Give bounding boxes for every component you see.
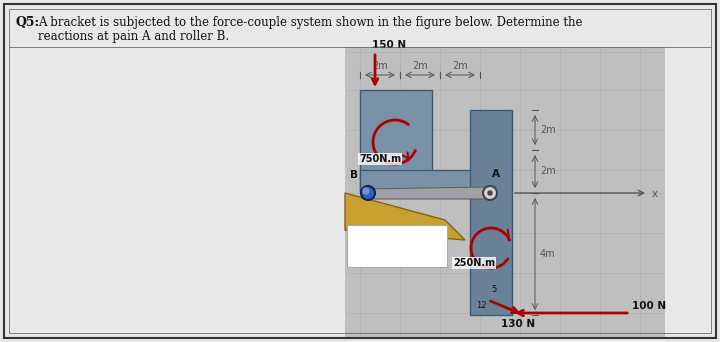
Text: 100 N: 100 N <box>632 301 666 311</box>
Polygon shape <box>345 193 465 240</box>
Text: 250N.m: 250N.m <box>453 258 495 268</box>
Circle shape <box>483 186 497 200</box>
Bar <box>360 170 492 193</box>
Text: 2m: 2m <box>412 61 428 71</box>
Circle shape <box>361 186 375 200</box>
Bar <box>470 110 512 315</box>
Text: 2m: 2m <box>372 61 388 71</box>
Text: 130 N: 130 N <box>501 319 535 329</box>
Text: 750N.m: 750N.m <box>359 154 401 164</box>
Text: 4m: 4m <box>540 249 556 259</box>
Text: x: x <box>652 189 658 199</box>
Text: 2m: 2m <box>540 125 556 135</box>
Bar <box>360 90 432 192</box>
Text: B: B <box>350 170 358 180</box>
Bar <box>347 225 447 267</box>
Bar <box>345 47 665 337</box>
Text: A: A <box>492 169 500 179</box>
Text: 2m: 2m <box>540 167 556 176</box>
Text: 5: 5 <box>491 285 496 294</box>
Text: Q5:: Q5: <box>15 16 39 29</box>
Polygon shape <box>363 187 492 199</box>
Text: 12: 12 <box>476 301 487 310</box>
Circle shape <box>363 188 369 194</box>
Text: A bracket is subjected to the force-couple system shown in the figure below. Det: A bracket is subjected to the force-coup… <box>38 16 582 29</box>
Text: 2m: 2m <box>452 61 468 71</box>
Text: 150 N: 150 N <box>372 40 406 50</box>
Circle shape <box>488 191 492 195</box>
Text: reactions at pain A and roller B.: reactions at pain A and roller B. <box>38 30 229 43</box>
